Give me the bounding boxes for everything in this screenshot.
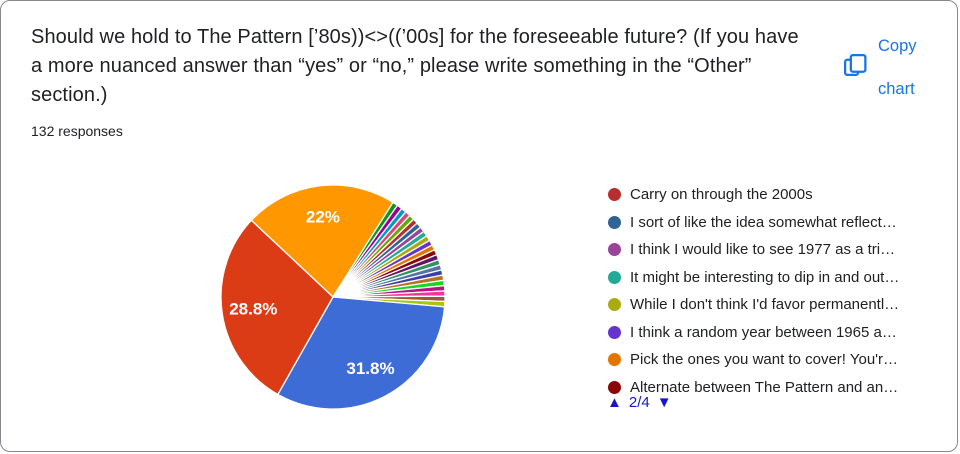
legend-page-indicator: 2/4: [628, 394, 650, 411]
legend-color-dot: [608, 353, 621, 367]
copy-chart-label: Copy chart: [878, 37, 917, 98]
responses-count: 132 responses: [31, 123, 123, 139]
copy-chart-button[interactable]: Copy chart: [842, 25, 934, 111]
legend-item: It might be interesting to dip in and ou…: [608, 264, 899, 292]
pie-slice-label: 31.8%: [346, 359, 394, 378]
copy-icon: [842, 52, 869, 84]
legend-item-label: I think I would like to see 1977 as a tr…: [630, 241, 896, 259]
legend-item: I think I would like to see 1977 as a tr…: [608, 236, 899, 264]
pie-slice[interactable]: [276, 296, 446, 410]
legend-item: Carry on through the 2000s: [608, 181, 899, 209]
pie-chart: 22% 31.8% 28.8%: [220, 184, 446, 410]
pie-slice[interactable]: [220, 219, 334, 396]
legend-item: While I don't think I'd favor permanentl…: [608, 291, 899, 319]
question-title: Should we hold to The Pattern [’80s))<>(…: [31, 23, 799, 110]
question-title-line: Should we hold to The Pattern [’80s))<>(…: [31, 26, 799, 48]
legend-color-dot: [608, 380, 621, 394]
legend-color-dot: [608, 243, 621, 257]
legend-page-up-button[interactable]: ▲: [607, 394, 622, 411]
legend-item-label: I sort of like the idea somewhat reflect…: [630, 213, 897, 231]
legend-color-dot: [608, 298, 621, 312]
question-title-line: section.): [31, 84, 108, 106]
legend-item-label: Alternate between The Pattern and an…: [630, 378, 899, 396]
legend-item: Alternate between The Pattern and an…: [608, 374, 899, 402]
legend: Carry on through the 2000s I sort of like…: [608, 181, 899, 401]
legend-color-dot: [608, 325, 621, 339]
question-title-line: a more nuanced answer than “yes” or “no,…: [31, 55, 752, 77]
legend-item: I think a random year between 1965 a…: [608, 319, 899, 347]
pie-slice-label: 22%: [306, 208, 340, 227]
legend-color-dot: [608, 270, 621, 284]
legend-page-down-button[interactable]: ▼: [656, 394, 672, 411]
legend-item-label: It might be interesting to dip in and ou…: [630, 268, 900, 286]
pie-slice[interactable]: [250, 184, 394, 299]
legend-item-label: I think a random year between 1965 a…: [630, 323, 897, 341]
legend-item: I sort of like the idea somewhat reflect…: [608, 209, 899, 237]
legend-item-label: While I don't think I'd favor permanentl…: [630, 296, 900, 314]
pie-chart-container: 22% 31.8% 28.8%: [218, 182, 448, 412]
legend-item: Pick the ones you want to cover! You'r…: [608, 346, 899, 374]
legend-pager: ▲ 2/4 ▼: [607, 394, 672, 411]
pie-slice-label: 28.8%: [229, 300, 277, 319]
legend-item-label: Pick the ones you want to cover! You'r…: [630, 351, 899, 369]
legend-item-label: Carry on through the 2000s: [630, 186, 813, 204]
legend-color-dot: [608, 188, 621, 202]
legend-color-dot: [608, 215, 621, 229]
